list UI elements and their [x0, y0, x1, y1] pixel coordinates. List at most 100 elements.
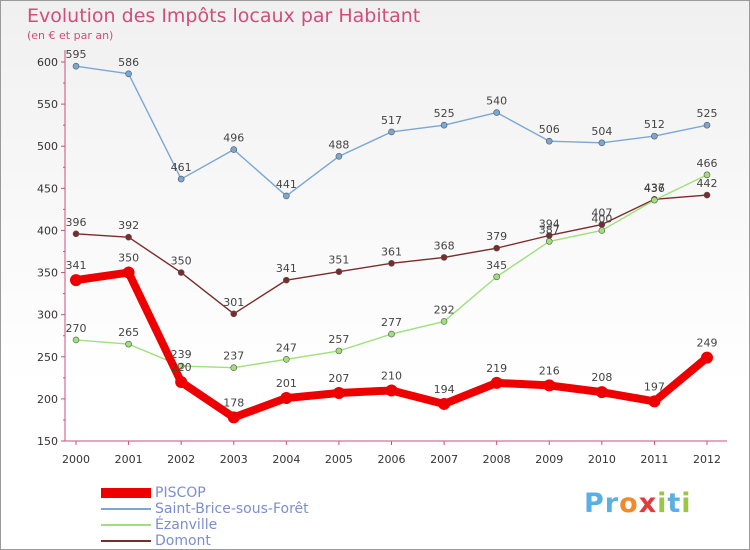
data-point	[177, 362, 185, 370]
data-point	[72, 230, 80, 238]
data-point	[125, 233, 132, 241]
data-label: 207	[328, 372, 349, 385]
data-label: 437	[644, 181, 665, 194]
data-point	[440, 121, 448, 129]
data-point	[283, 276, 290, 284]
data-label: 436	[644, 182, 665, 195]
data-label: 239	[171, 348, 192, 361]
logo-p: P	[584, 488, 605, 519]
data-label: 341	[276, 262, 297, 275]
data-point	[230, 310, 238, 318]
logo-i: i	[657, 488, 668, 519]
data-point	[125, 340, 132, 348]
data-point	[72, 62, 80, 70]
data-label: 361	[381, 245, 402, 258]
data-label: 208	[591, 371, 612, 384]
logo-o: o	[619, 488, 639, 519]
x-tick-label: 2003	[220, 453, 248, 466]
x-tick-label: 2001	[115, 453, 143, 466]
y-tick-label: 150	[37, 435, 58, 448]
data-label: 249	[697, 337, 718, 350]
data-point	[388, 259, 395, 267]
data-point	[335, 153, 343, 160]
data-point	[598, 139, 606, 147]
y-tick-label: 550	[37, 98, 58, 111]
data-point	[440, 254, 448, 261]
data-label: 270	[66, 322, 87, 335]
y-tick-label: 200	[37, 393, 58, 406]
proxiti-logo: Proxiti	[584, 488, 692, 519]
data-point	[545, 238, 553, 245]
data-label: 392	[118, 219, 139, 232]
data-label: 595	[66, 48, 87, 61]
data-point	[70, 274, 82, 287]
data-label: 341	[66, 259, 87, 272]
data-label: 396	[66, 216, 87, 229]
data-point	[598, 227, 606, 234]
legend-label-domont: Domont	[155, 533, 211, 549]
legend-swatch-ezanville	[101, 524, 151, 526]
legend-swatch-saint-brice	[101, 508, 151, 510]
data-label: 441	[276, 178, 297, 191]
y-tick-label: 450	[37, 182, 58, 195]
data-label: 466	[697, 157, 718, 170]
series-line-2	[75, 174, 708, 369]
x-tick-label: 2009	[535, 453, 563, 466]
data-label: 407	[591, 207, 612, 220]
x-tick-label: 2011	[640, 453, 668, 466]
x-tick-label: 2005	[325, 453, 353, 466]
data-label: 525	[434, 107, 455, 120]
data-point	[493, 244, 500, 252]
data-point	[490, 376, 503, 389]
data-label: 178	[223, 396, 244, 409]
x-tick-label: 2007	[430, 453, 458, 466]
line-chart: 150 200 250 300 350 400 450 500 550 600 2000 2001 20…	[37, 48, 727, 466]
data-point	[385, 384, 398, 397]
logo-i2: i	[681, 488, 692, 519]
data-point	[440, 318, 448, 325]
data-point	[230, 146, 238, 153]
data-label: 194	[434, 383, 455, 396]
data-point	[335, 347, 343, 355]
data-point	[177, 175, 185, 183]
data-point	[595, 386, 608, 399]
data-label: 265	[118, 326, 139, 339]
x-tick-label: 2010	[588, 453, 616, 466]
data-label: 461	[171, 161, 192, 174]
data-label: 387	[539, 223, 560, 236]
data-label: 504	[591, 125, 612, 138]
data-point	[703, 191, 711, 199]
data-point	[388, 128, 395, 136]
data-point	[280, 392, 293, 405]
y-tick-label: 400	[37, 224, 58, 237]
data-label: 586	[118, 56, 139, 69]
data-label: 237	[223, 350, 244, 363]
data-point	[335, 268, 343, 276]
data-label: 210	[381, 369, 402, 382]
data-label: 350	[171, 255, 192, 268]
legend-label-saint-brice: Saint-Brice-sous-Forêt	[155, 501, 309, 517]
data-label: 394	[539, 217, 560, 230]
data-label: 379	[486, 230, 507, 243]
x-tick-label: 2012	[693, 453, 721, 466]
x-tick-label: 2000	[62, 453, 90, 466]
data-point	[701, 351, 713, 364]
data-label: 197	[644, 380, 665, 393]
data-point	[175, 376, 188, 389]
data-point	[545, 137, 553, 145]
data-label: 506	[539, 123, 560, 136]
x-tick-label: 2002	[167, 453, 195, 466]
data-label: 488	[328, 138, 349, 151]
legend-label-piscop: PISCOP	[155, 485, 206, 501]
data-label: 351	[328, 254, 349, 267]
data-point	[493, 109, 500, 116]
data-point	[332, 386, 345, 399]
data-label: 292	[434, 303, 455, 316]
data-point	[283, 192, 290, 200]
data-point	[493, 273, 500, 281]
y-tick-label: 300	[37, 309, 58, 322]
data-label: 277	[381, 316, 402, 329]
data-label: 220	[171, 361, 192, 374]
data-point	[651, 132, 658, 140]
